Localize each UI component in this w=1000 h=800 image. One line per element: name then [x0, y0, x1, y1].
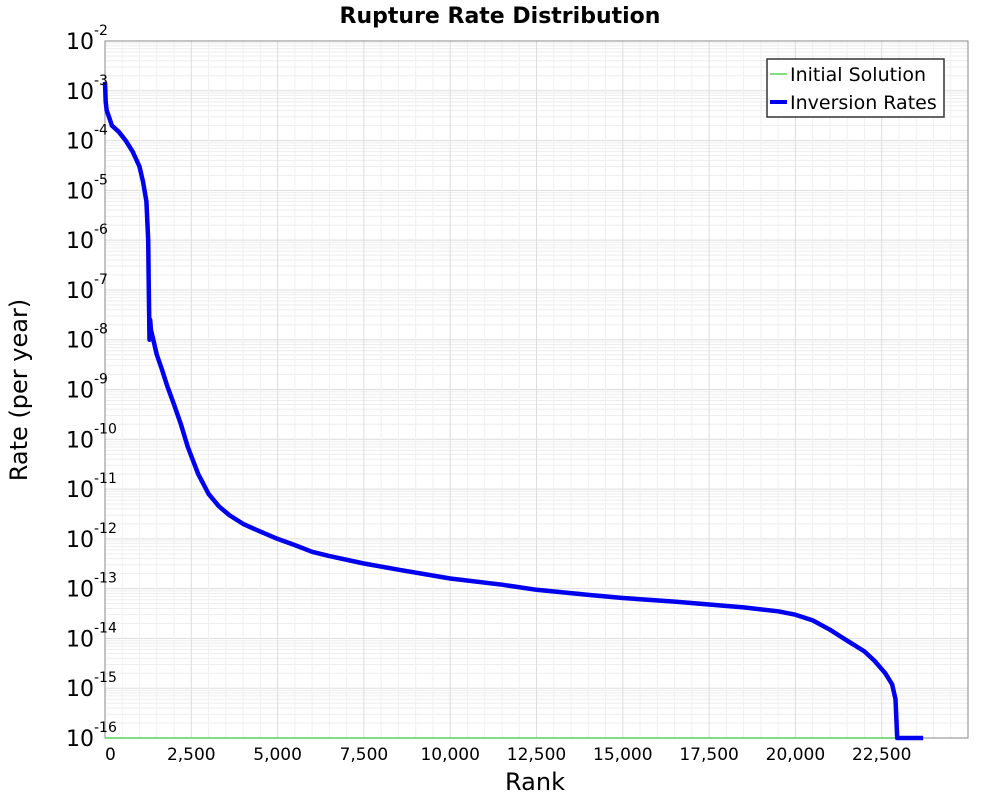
- x-tick-label: 22,500: [852, 745, 911, 765]
- x-tick-label: 7,500: [340, 745, 389, 765]
- y-tick-label: 10-12: [66, 521, 117, 553]
- y-tick-label: 10-2: [66, 23, 108, 55]
- legend-box: [766, 58, 945, 118]
- y-tick-label: 10-7: [66, 272, 108, 304]
- y-tick-label: 10-4: [66, 123, 108, 155]
- y-tick-label: 10-3: [66, 73, 108, 105]
- legend-label-initial-solution: Initial Solution: [790, 64, 926, 86]
- x-tick-label: 17,500: [679, 745, 738, 765]
- x-tick-label: 0: [105, 745, 116, 765]
- x-tick-label: 2,500: [167, 745, 216, 765]
- x-tick-label: 12,500: [507, 745, 566, 765]
- x-tick-label: 10,000: [420, 745, 479, 765]
- x-tick-label: 15,000: [593, 745, 652, 765]
- chart-title: Rupture Rate Distribution: [340, 4, 661, 29]
- series-line-inversion-rates: [102, 81, 924, 741]
- x-tick-label: 20,000: [766, 745, 825, 765]
- y-tick-label: 10-11: [66, 471, 117, 503]
- y-tick-label: 10-16: [66, 720, 117, 752]
- x-axis-label: Rank: [505, 768, 565, 796]
- y-tick-label: 10-5: [66, 172, 108, 204]
- grid: [104, 41, 969, 739]
- y-tick-label: 10-8: [66, 322, 108, 354]
- legend-label-inversion-rates: Inversion Rates: [790, 92, 937, 114]
- y-tick-label: 10-13: [66, 571, 117, 603]
- y-tick-label: 10-14: [66, 620, 117, 652]
- x-axis-ticks: 0 2,500 5,000 7,500 10,000 12,500 15,000 17,500…: [105, 745, 911, 765]
- y-tick-label: 10-10: [66, 421, 117, 453]
- y-tick-label: 10-6: [66, 222, 108, 254]
- y-tick-label: 10-9: [66, 372, 108, 404]
- y-axis-ticks: 10-16 10-15 10-14 10-13 10-12 10-11 10-10 10-9 1…: [66, 23, 117, 752]
- y-tick-label: 10-15: [66, 670, 117, 702]
- legend: Initial Solution Inversion Rates: [766, 58, 945, 118]
- x-tick-label: 5,000: [253, 745, 302, 765]
- series-layer: [102, 81, 924, 741]
- y-axis-label: Rate (per year): [5, 299, 33, 481]
